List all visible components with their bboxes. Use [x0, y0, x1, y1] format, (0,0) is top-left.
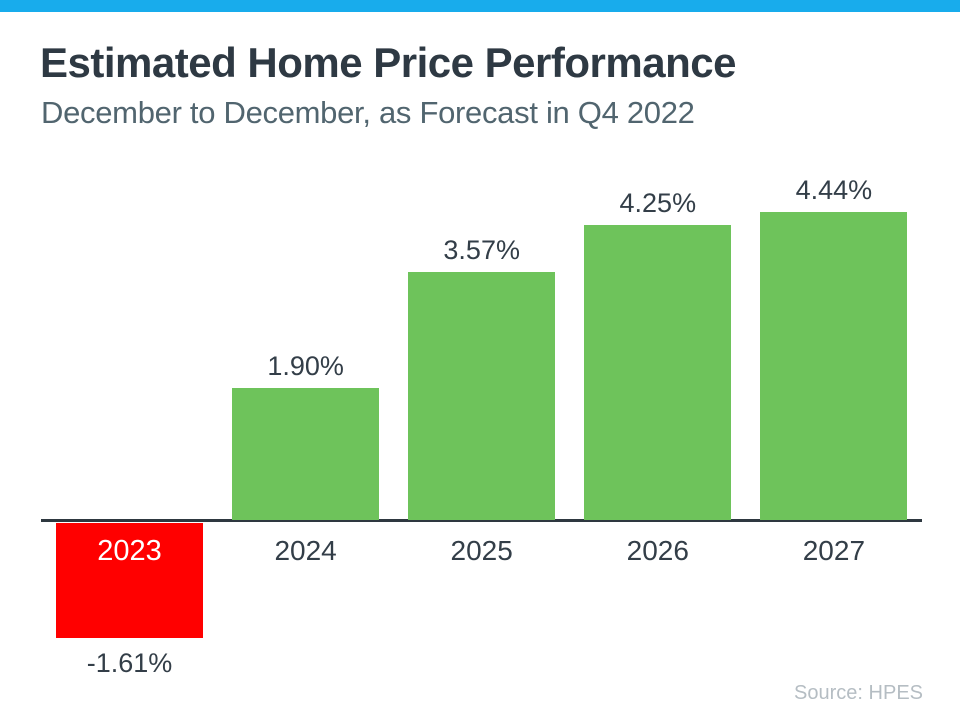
value-label-2027: 4.44%: [795, 175, 873, 205]
year-label-2026: 2026: [626, 535, 689, 566]
bar-2024: [232, 388, 379, 520]
value-label-2026: 4.25%: [619, 188, 697, 218]
year-label-2027: 2027: [802, 535, 866, 566]
value-label-2025: 3.57%: [443, 235, 520, 265]
year-label-2024: 2024: [274, 535, 337, 566]
source-credit: Source: HPES: [794, 682, 923, 704]
year-label-2025: 2025: [450, 535, 513, 566]
bar-2023: [56, 523, 203, 638]
year-label-2023: 2023: [97, 535, 162, 567]
x-axis-line: [41, 519, 922, 522]
accent-bar: [0, 0, 960, 12]
bar-2025: [408, 272, 555, 520]
value-label-2023: -1.61%: [86, 648, 173, 678]
bar-2026: [584, 225, 731, 520]
bar-2027: [760, 212, 907, 520]
page-title: Estimated Home Price Performance: [40, 39, 736, 86]
page-subtitle: December to December, as Forecast in Q4 …: [41, 95, 695, 130]
value-label-2024: 1.90%: [267, 351, 344, 381]
